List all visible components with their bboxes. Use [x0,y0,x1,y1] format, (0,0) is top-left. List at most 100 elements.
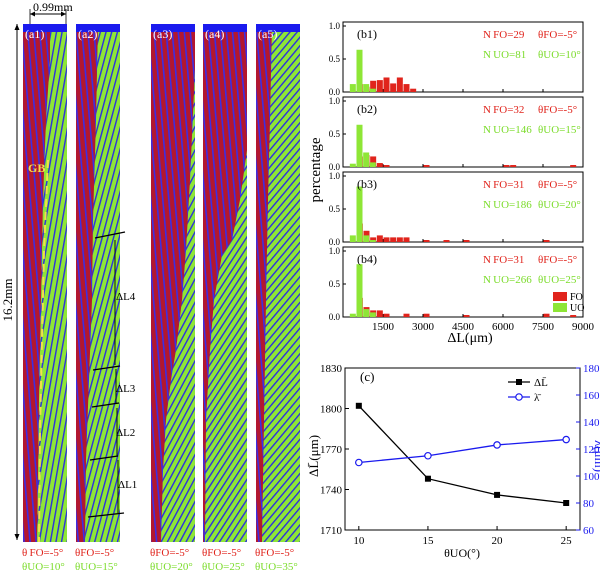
chart-c-ytick-label: 1740 [320,485,343,497]
chart-c-ylabel: ΔL̄(μm) [306,435,321,477]
histogram-panel-4: 0.0 0.5 1.0 (b4) N FO=31 N UO=266 θFO=-5° θUO=2… [329,246,584,322]
theta-uo-label: θUO=10° [538,49,581,61]
n-fo-label: N FO=31 [483,179,524,191]
histogram-panel-id: (b3) [357,177,377,191]
a3-theta-fo: θFO=-5° [150,547,189,559]
histogram-panel-id: (b2) [357,102,377,116]
fo-bar [443,240,450,242]
histogram-xtick-label: 7500 [532,321,555,333]
uo-bar [349,163,356,167]
n-fo-label: N FO=29 [483,29,525,41]
fo-bar [376,235,383,242]
panel-a4-id: (a4) [205,27,224,41]
histogram-ytick-label: 0.0 [329,87,341,97]
histogram-ytick-label: 0.0 [329,312,341,322]
height-label: 16.2mm [0,279,15,322]
theta-fo-label: θFO=-5° [538,104,577,116]
fo-bar [390,83,397,92]
fo-bar [463,240,470,242]
microstructure-panels: 0.99mm 16.2mm GB (a1) (a2) [0,0,300,573]
uo-bar [356,49,363,92]
lambda-point [355,458,363,467]
histogram-xtick-label: 4500 [452,321,475,333]
uo-bar [349,235,356,242]
chart-c-xlabel: θUO(°) [444,546,480,560]
delta-l-markers [87,231,126,518]
uo-bar [369,162,376,167]
legend-uo-label: UO [570,303,584,314]
histogram-xtick-label: 6000 [492,321,515,333]
fo-bar [396,237,403,242]
lambda-point [562,435,570,444]
legend-fo-label: FO [570,292,583,303]
fo-bar [510,165,517,167]
histogram-ytick-label: 0.0 [329,162,341,172]
a4-theta-fo: θFO=-5° [202,547,241,559]
a4-theta-uo: θUO=25° [202,561,245,573]
fo-bar [423,313,430,317]
histogram-ytick-label: 0.5 [329,129,341,139]
deltal-point [563,500,570,506]
delta-l4-label: ΔL4 [116,291,136,303]
line-chart: 1710 1740 1770 1800 1830 60 80 100 120 140 160 180 1… [306,363,600,560]
legend-lambda-label: λ̄ [534,392,541,404]
a5-theta-uo: θUO=35° [255,561,298,573]
n-fo-label: N FO=32 [483,104,524,116]
fo-bar [370,80,377,92]
lambda-point [493,441,501,449]
deltal-point [424,475,431,482]
fo-bar [390,237,397,242]
panel-captions: θ FO=-5° θUO=10° θFO=-5° θUO=15° θFO=-5°… [22,547,298,573]
delta-l1-label: ΔL1 [118,479,137,491]
panel-a5-id: (a5) [258,27,277,41]
chart-c-plot: 1710 1740 1770 1800 1830 60 80 100 120 140 160 180 1… [320,363,600,547]
fo-bar [543,240,550,242]
lambda-point [424,451,432,460]
uo-bar [363,309,370,317]
a1-theta-fo: θ FO=-5° [22,547,63,559]
histogram-panel-id: (b1) [357,27,377,41]
histogram-xtick-label: 3000 [412,321,435,333]
histogram-ytick-label: 1.0 [329,21,341,31]
legend-lambda-marker [515,393,523,401]
uo-bar [363,84,370,92]
histogram-ytick-label: 1.0 [329,96,341,106]
chart-c-ytick-right-label: 80 [583,498,595,510]
width-label: 0.99mm [33,0,73,14]
uo-bar [356,124,363,167]
fo-bar [570,315,577,317]
chart-c-ytick-label: 1710 [320,525,343,537]
fo-bar [383,313,390,317]
fo-bar [423,165,430,167]
histogram-panel-1: 0.0 0.5 1.0 (b1) N FO=29 N UO=81 θFO=-5° θUO=10… [329,21,584,97]
histogram-xtick-label: 9000 [572,321,595,333]
panel-a2: (a2) ΔL4 ΔL3 ΔL2 ΔL1 [76,24,137,542]
panel-a1-id: (a1) [25,27,44,41]
chart-c-ytick-right-label: 60 [583,525,595,537]
histogram-ylabel: percentage [308,137,324,202]
fo-bar [423,240,430,242]
a2-theta-fo: θFO=-5° [75,547,114,559]
deltal-point [355,402,362,409]
chart-c-ytick-right-label: 140 [583,417,600,429]
histogram-panels: 0.0 0.5 1.0 (b1) N FO=29 N UO=81 θFO=-5° θUO=10… [329,21,595,333]
fo-bar [376,310,383,317]
deltal-line [358,405,567,504]
a3-theta-uo: θUO=20° [150,561,193,573]
n-fo-label: N FO=31 [483,254,524,266]
fo-bar [543,313,550,317]
n-uo-label: N UO=186 [483,199,532,211]
fo-bar [463,315,470,317]
height-dimension: 16.2mm [0,24,20,540]
chart-c-frame [344,367,581,531]
uo-bar [356,264,363,317]
histogram-ytick-label: 0.5 [329,54,341,64]
fo-bar [370,156,377,167]
fo-bar [403,237,410,242]
uo-bar [349,84,356,92]
chart-c-ytick-label: 1800 [320,404,343,416]
chart-c-ytick-right-label: 120 [583,444,600,456]
panel-a3: (a3) [151,24,195,542]
theta-uo-label: θUO=20° [538,199,581,211]
histogram-panel-2: 0.0 0.5 1.0 (b2) N FO=32 N UO=146 θFO=-5° θUO=1… [329,96,584,172]
